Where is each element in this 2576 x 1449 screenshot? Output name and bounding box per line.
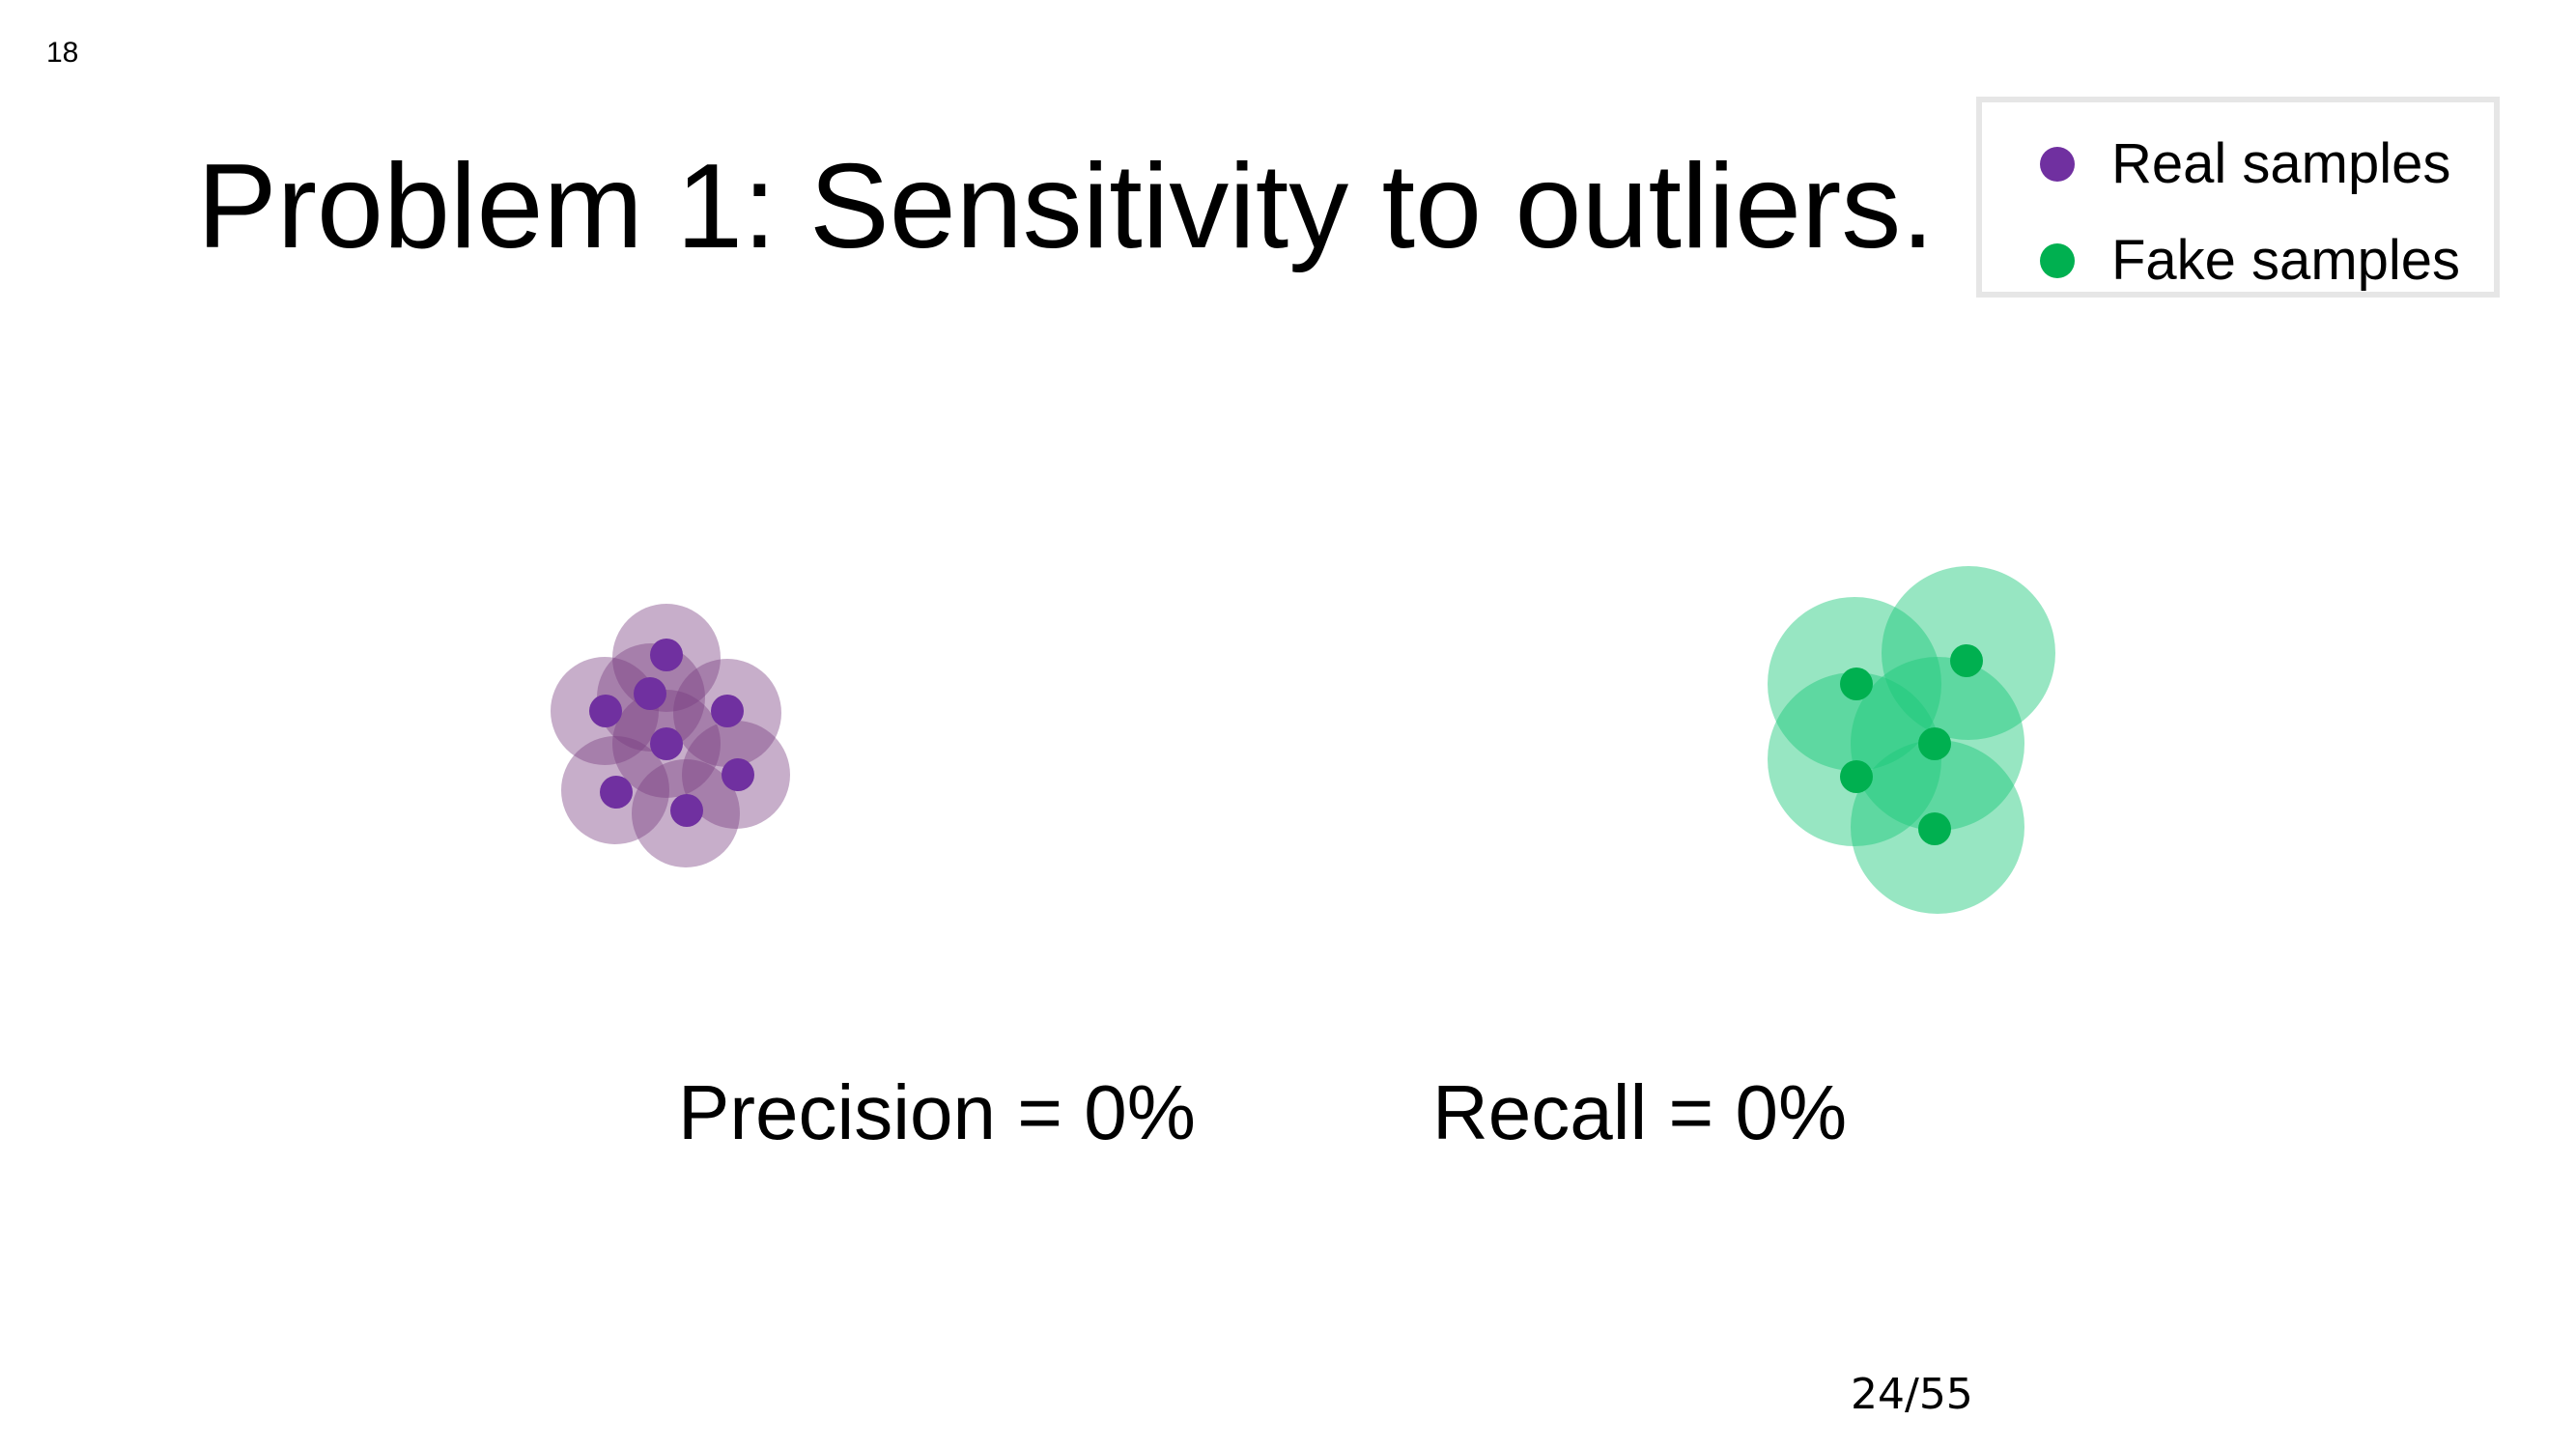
real-sample-point xyxy=(711,695,744,727)
precision-label: Precision = 0% xyxy=(678,1069,1196,1155)
slide-title: Problem 1: Sensitivity to outliers. xyxy=(197,140,1935,273)
legend-label-fake: Fake samples xyxy=(2111,229,2461,292)
real-sample-cluster xyxy=(551,604,790,867)
fake-sample-point xyxy=(1840,760,1873,793)
real-sample-point xyxy=(589,695,622,727)
legend-item-real: Real samples xyxy=(2040,135,2450,193)
legend: Real samples Fake samples xyxy=(1976,97,2500,298)
fake-sample-point xyxy=(1918,812,1951,845)
legend-dot-fake xyxy=(2040,243,2075,278)
real-sample-point xyxy=(650,639,683,671)
legend-dot-real xyxy=(2040,147,2075,182)
real-sample-point xyxy=(670,794,703,827)
real-sample-point xyxy=(634,677,666,710)
fake-sample-point xyxy=(1918,727,1951,760)
page-counter: 24/55 xyxy=(1851,1370,1973,1419)
fake-sample-point xyxy=(1950,644,1983,677)
slide-number: 18 xyxy=(46,37,79,69)
legend-item-fake: Fake samples xyxy=(2040,232,2460,290)
real-sample-point xyxy=(650,727,683,760)
real-sample-point xyxy=(600,776,633,809)
fake-sample-point xyxy=(1840,668,1873,700)
legend-label-real: Real samples xyxy=(2111,132,2451,195)
recall-label: Recall = 0% xyxy=(1432,1069,1848,1155)
fake-sample-region xyxy=(1768,672,1941,846)
real-sample-point xyxy=(722,758,754,791)
fake-sample-cluster xyxy=(1768,566,2055,914)
